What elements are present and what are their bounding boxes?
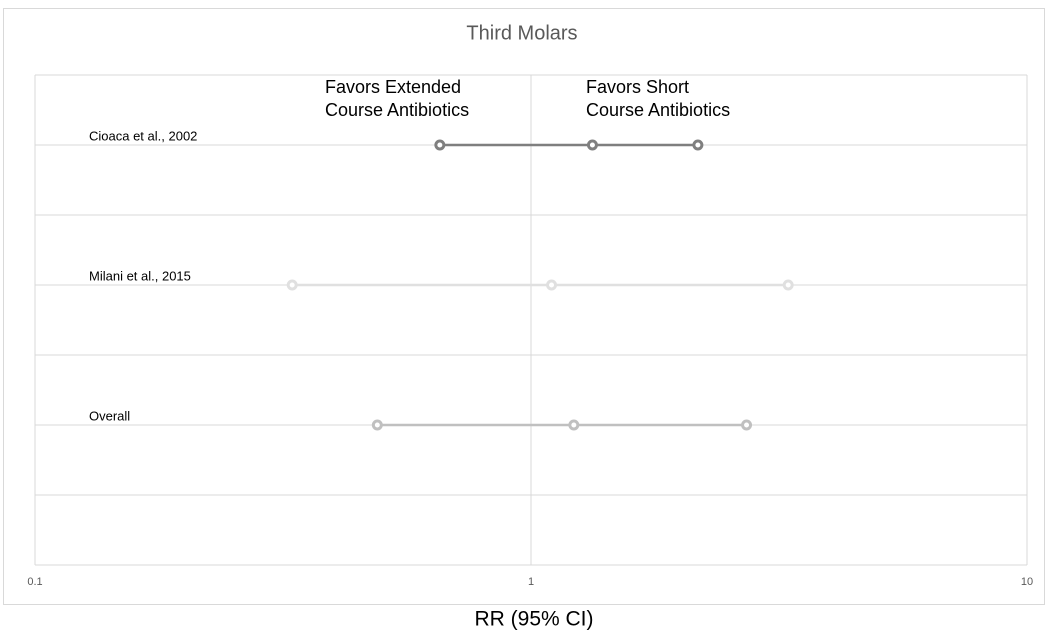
annotation: Course Antibiotics	[586, 100, 730, 120]
point-estimate	[586, 139, 598, 151]
x-axis-label: RR (95% CI)	[474, 608, 593, 631]
ci-end	[782, 279, 794, 291]
ci-end	[434, 139, 446, 151]
x-tick-label: 10	[1021, 576, 1033, 588]
ci-end	[286, 279, 298, 291]
study-label: Milani et al., 2015	[89, 268, 191, 283]
chart-frame	[3, 8, 1045, 605]
annotation: Favors Extended	[325, 77, 461, 97]
ci-end	[692, 139, 704, 151]
point-estimate	[568, 419, 580, 431]
ci-end	[371, 419, 383, 431]
study-label: Cioaca et al., 2002	[89, 128, 197, 143]
annotation: Favors Short	[586, 77, 689, 97]
study-label: Overall	[89, 408, 130, 423]
x-tick-label: 1	[528, 576, 534, 588]
x-tick-label: 0.1	[27, 576, 42, 588]
annotation: Course Antibiotics	[325, 100, 469, 120]
ci-end	[741, 419, 753, 431]
point-estimate	[546, 279, 558, 291]
chart-title: Third Molars	[466, 22, 577, 44]
